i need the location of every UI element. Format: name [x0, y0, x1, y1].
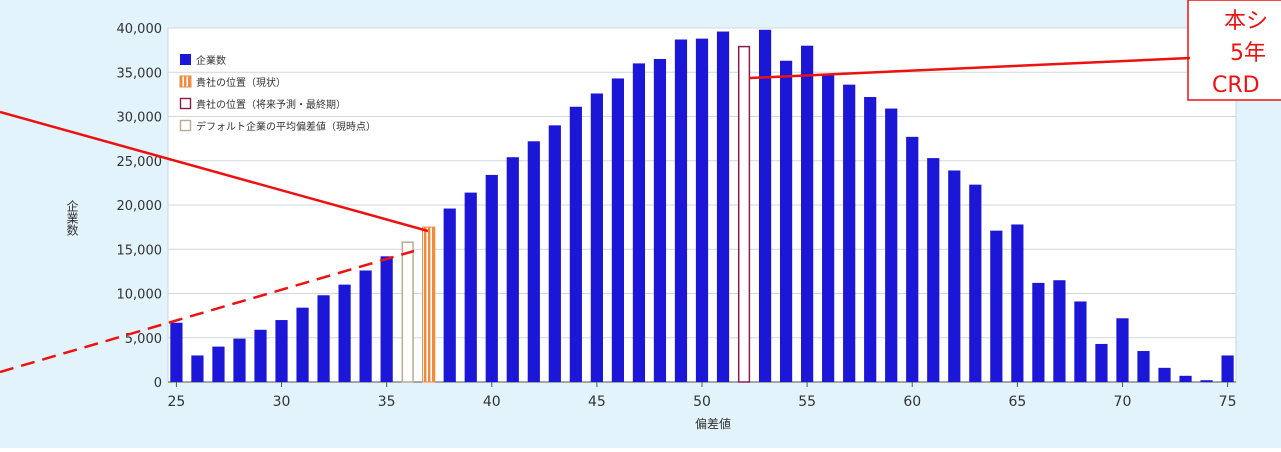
- bar-51: [717, 32, 729, 382]
- bar-32: [317, 295, 329, 382]
- bar-29: [254, 330, 266, 382]
- bar-70: [1116, 318, 1128, 382]
- bar-58: [864, 97, 876, 382]
- bar-36: [402, 242, 413, 382]
- bar-39: [465, 193, 477, 382]
- x-tick-label-60: 60: [903, 394, 921, 410]
- annotation-line-2: 5年: [1230, 41, 1266, 66]
- x-tick-label-75: 75: [1219, 394, 1237, 410]
- bar-64: [990, 231, 1002, 382]
- legend-swatch-4: [181, 121, 191, 131]
- y-tick-label-30000: 30,000: [117, 111, 163, 126]
- bar-62: [948, 170, 960, 382]
- y-tick-label-35000: 35,000: [117, 66, 163, 81]
- y-tick-label-40000: 40,000: [117, 22, 163, 37]
- bar-68: [1074, 301, 1086, 382]
- bar-42: [528, 141, 540, 382]
- legend-label-2: 貴社の位置（現状）: [196, 76, 286, 89]
- x-tick-label-70: 70: [1114, 394, 1132, 410]
- y-tick-label-25000: 25,000: [117, 155, 163, 170]
- bar-45: [591, 93, 603, 382]
- bar-66: [1032, 283, 1044, 382]
- legend-swatch-2: [180, 76, 191, 87]
- bar-55: [801, 46, 813, 382]
- annotation-line-3: CRD: [1212, 73, 1260, 98]
- x-tick-label-40: 40: [483, 394, 501, 410]
- legend-label-4: デフォルト企業の平均偏差値（現時点）: [196, 120, 376, 133]
- bar-73: [1179, 376, 1191, 382]
- x-tick-label-50: 50: [693, 394, 711, 410]
- bar-47: [633, 63, 645, 382]
- legend-swatch-3: [181, 99, 191, 109]
- x-tick-label-65: 65: [1008, 394, 1026, 410]
- y-tick-label-20000: 20,000: [117, 199, 163, 214]
- bar-41: [507, 157, 519, 382]
- bar-52: [739, 47, 750, 382]
- x-tick-label-25: 25: [167, 394, 185, 410]
- x-tick-label-55: 55: [798, 394, 816, 410]
- bar-33: [339, 285, 351, 382]
- y-tick-label-15000: 15,000: [117, 243, 163, 258]
- bar-53: [759, 30, 771, 382]
- bar-74: [1200, 380, 1212, 382]
- x-tick-label-35: 35: [378, 394, 396, 410]
- bar-69: [1095, 344, 1107, 382]
- bar-40: [486, 175, 498, 382]
- bar-50: [696, 39, 708, 382]
- legend-label-1: 企業数: [196, 54, 226, 67]
- x-tick-label-30: 30: [273, 394, 291, 410]
- bar-75: [1221, 355, 1233, 382]
- bar-56: [822, 75, 834, 382]
- y-axis-title: 企業数: [65, 199, 79, 237]
- bar-59: [885, 109, 897, 382]
- bar-25: [170, 323, 182, 382]
- bar-71: [1137, 351, 1149, 382]
- bar-35: [381, 256, 393, 382]
- bar-60: [906, 137, 918, 382]
- bar-54: [780, 61, 792, 382]
- legend-label-3: 貴社の位置（将来予測・最終期）: [196, 98, 346, 111]
- bar-57: [843, 85, 855, 382]
- bar-28: [233, 339, 245, 382]
- bar-31: [296, 308, 308, 382]
- legend-swatch-1: [180, 54, 191, 65]
- x-tick-label-45: 45: [588, 394, 606, 410]
- bar-38: [444, 209, 456, 382]
- bar-30: [275, 320, 287, 382]
- bar-63: [969, 185, 981, 382]
- bar-43: [549, 125, 561, 382]
- bar-46: [612, 78, 624, 382]
- bar-49: [675, 40, 687, 382]
- bar-27: [212, 347, 224, 382]
- y-tick-label-0: 0: [154, 376, 162, 391]
- bar-72: [1158, 368, 1170, 382]
- x-axis-title: 偏差値: [695, 416, 731, 431]
- bar-67: [1053, 280, 1065, 382]
- bar-44: [570, 107, 582, 382]
- bar-48: [654, 59, 666, 382]
- y-tick-label-10000: 10,000: [117, 288, 163, 303]
- bar-65: [1011, 224, 1023, 382]
- annotation-line-1: 本シ: [1224, 9, 1268, 34]
- bar-34: [360, 270, 372, 382]
- bar-26: [191, 355, 203, 382]
- bar-61: [927, 158, 939, 382]
- bar-37: [423, 227, 435, 382]
